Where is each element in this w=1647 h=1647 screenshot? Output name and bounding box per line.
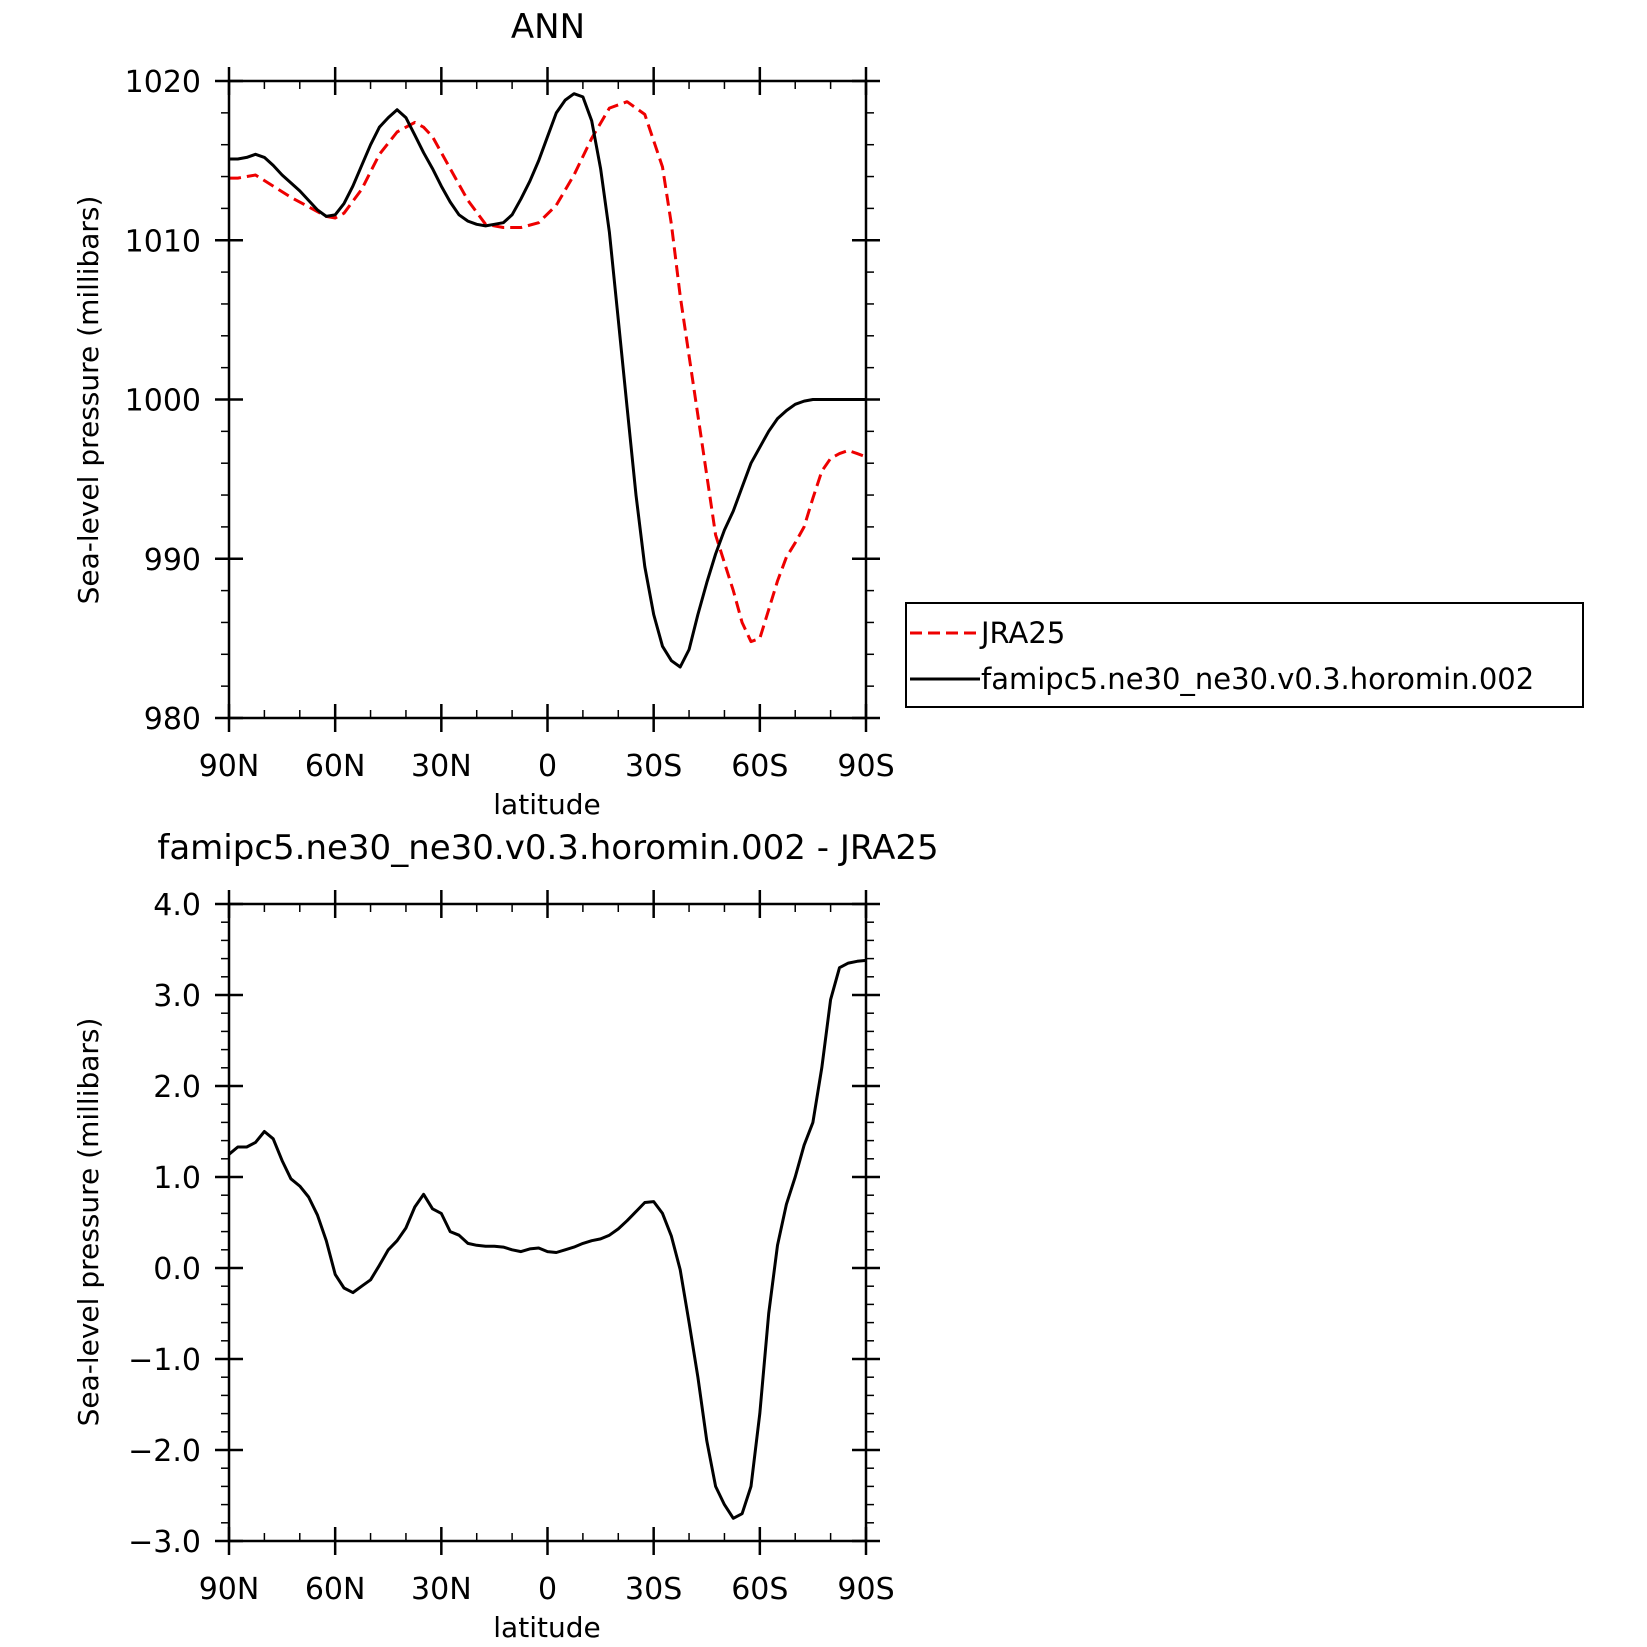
x-tick-label: 30N <box>411 1572 472 1607</box>
x-tick-label: 30S <box>625 1572 682 1607</box>
x-tick-label: 90S <box>837 1572 894 1607</box>
y-tick-label: 1.0 <box>153 1161 201 1196</box>
y-tick-label: 4.0 <box>153 888 201 923</box>
top-series-layer <box>229 92 867 669</box>
series-line-jra25-panel-0 <box>229 100 867 644</box>
top-panel-title: ANN <box>511 7 585 47</box>
bottom-x-ticks: 90N 60N 30N 0 30S 60S 90S <box>199 890 895 1607</box>
y-tick-label: 1000 <box>125 384 201 419</box>
top-y-axis-label: Sea-level pressure (millibars) <box>72 196 105 605</box>
top-x-axis-label: latitude <box>493 788 600 821</box>
x-tick-label: 0 <box>538 749 557 784</box>
y-tick-label: −2.0 <box>128 1434 201 1469</box>
x-tick-label: 90N <box>199 1572 260 1607</box>
bottom-panel: famipc5.ne30_ne30.v0.3.horomin.002 - JRA… <box>72 828 939 1644</box>
series-line-model-panel-0 <box>229 92 866 669</box>
top-y-ticks: 980 990 1000 1010 1020 <box>125 65 880 737</box>
bottom-y-axis-label: Sea-level pressure (millibars) <box>72 1018 105 1427</box>
x-tick-label: 60S <box>731 749 788 784</box>
x-tick-label: 60N <box>305 749 366 784</box>
y-tick-label: −1.0 <box>128 1343 201 1378</box>
legend-label-model: famipc5.ne30_ne30.v0.3.horomin.002 <box>981 662 1534 696</box>
series-line-model-panel-1 <box>228 958 867 1520</box>
y-tick-label: 3.0 <box>153 979 201 1014</box>
bottom-x-axis-label: latitude <box>493 1611 600 1644</box>
x-tick-label: 60N <box>305 1572 366 1607</box>
y-tick-label: 1020 <box>125 65 201 100</box>
x-tick-label: 30N <box>411 749 472 784</box>
y-tick-label: 0.0 <box>153 1252 201 1287</box>
legend: JRA25 famipc5.ne30_ne30.v0.3.horomin.002 <box>905 602 1584 708</box>
legend-frame <box>905 602 1584 708</box>
x-tick-label: 60S <box>731 1572 788 1607</box>
y-tick-label: −3.0 <box>128 1525 201 1560</box>
y-tick-label: 1010 <box>125 224 201 259</box>
x-tick-label: 30S <box>625 749 682 784</box>
bottom-plot-frame <box>227 902 868 1543</box>
bottom-series-layer <box>228 958 867 1520</box>
y-tick-label: 980 <box>144 702 201 737</box>
x-tick-label: 0 <box>538 1572 557 1607</box>
y-tick-label: 2.0 <box>153 1070 201 1105</box>
bottom-y-ticks: −3.0 −2.0 −1.0 0.0 1.0 2.0 3.0 4.0 <box>128 888 880 1560</box>
bottom-panel-title: famipc5.ne30_ne30.v0.3.horomin.002 - JRA… <box>157 828 938 868</box>
legend-label-jra25: JRA25 <box>979 616 1065 650</box>
top-x-ticks: 90N 60N 30N 0 30S 60S 90S <box>199 67 895 784</box>
top-plot-frame <box>227 79 868 720</box>
x-tick-label: 90S <box>837 749 894 784</box>
x-tick-label: 90N <box>199 749 260 784</box>
y-tick-label: 990 <box>144 543 201 578</box>
